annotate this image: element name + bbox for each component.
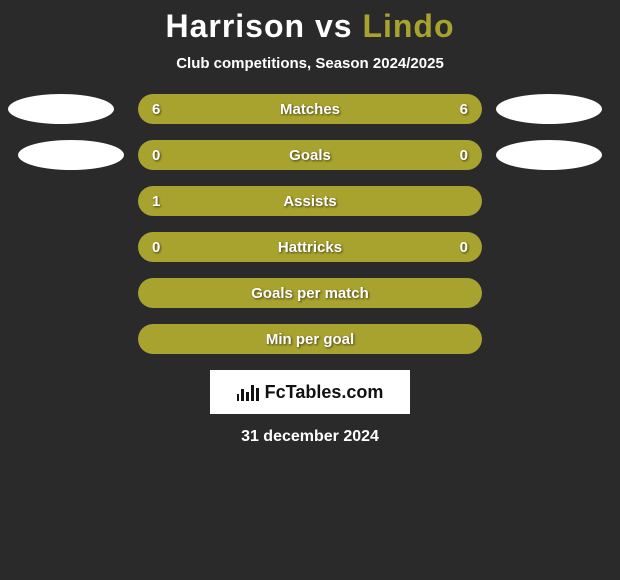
stats-area: 66Matches 00Goals 1Assists 00Hattricks Goals… — [0, 94, 620, 354]
decorative-ellipse — [18, 140, 124, 170]
stat-row: Min per goal — [138, 324, 482, 354]
comparison-card: Harrison vs Lindo Club competitions, Sea… — [0, 0, 620, 446]
stat-label: Hattricks — [138, 232, 482, 262]
stat-row: Goals per match — [138, 278, 482, 308]
stat-label: Goals per match — [138, 278, 482, 308]
logo-box: FcTables.com — [210, 370, 410, 414]
date-label: 31 december 2024 — [0, 428, 620, 446]
decorative-ellipse — [496, 94, 602, 124]
chart-icon — [237, 383, 259, 401]
vs-label: vs — [315, 8, 353, 44]
logo-text: FcTables.com — [265, 382, 384, 403]
stat-label: Assists — [138, 186, 482, 216]
stat-row: 1Assists — [138, 186, 482, 216]
stat-row: 66Matches — [138, 94, 482, 124]
subtitle: Club competitions, Season 2024/2025 — [0, 55, 620, 72]
decorative-ellipse — [496, 140, 602, 170]
title: Harrison vs Lindo — [0, 8, 620, 45]
stat-row: 00Hattricks — [138, 232, 482, 262]
player1-name: Harrison — [165, 8, 305, 44]
player2-name: Lindo — [362, 8, 454, 44]
stat-label: Matches — [138, 94, 482, 124]
decorative-ellipse — [8, 94, 114, 124]
stat-label: Min per goal — [138, 324, 482, 354]
stat-label: Goals — [138, 140, 482, 170]
stat-row: 00Goals — [138, 140, 482, 170]
